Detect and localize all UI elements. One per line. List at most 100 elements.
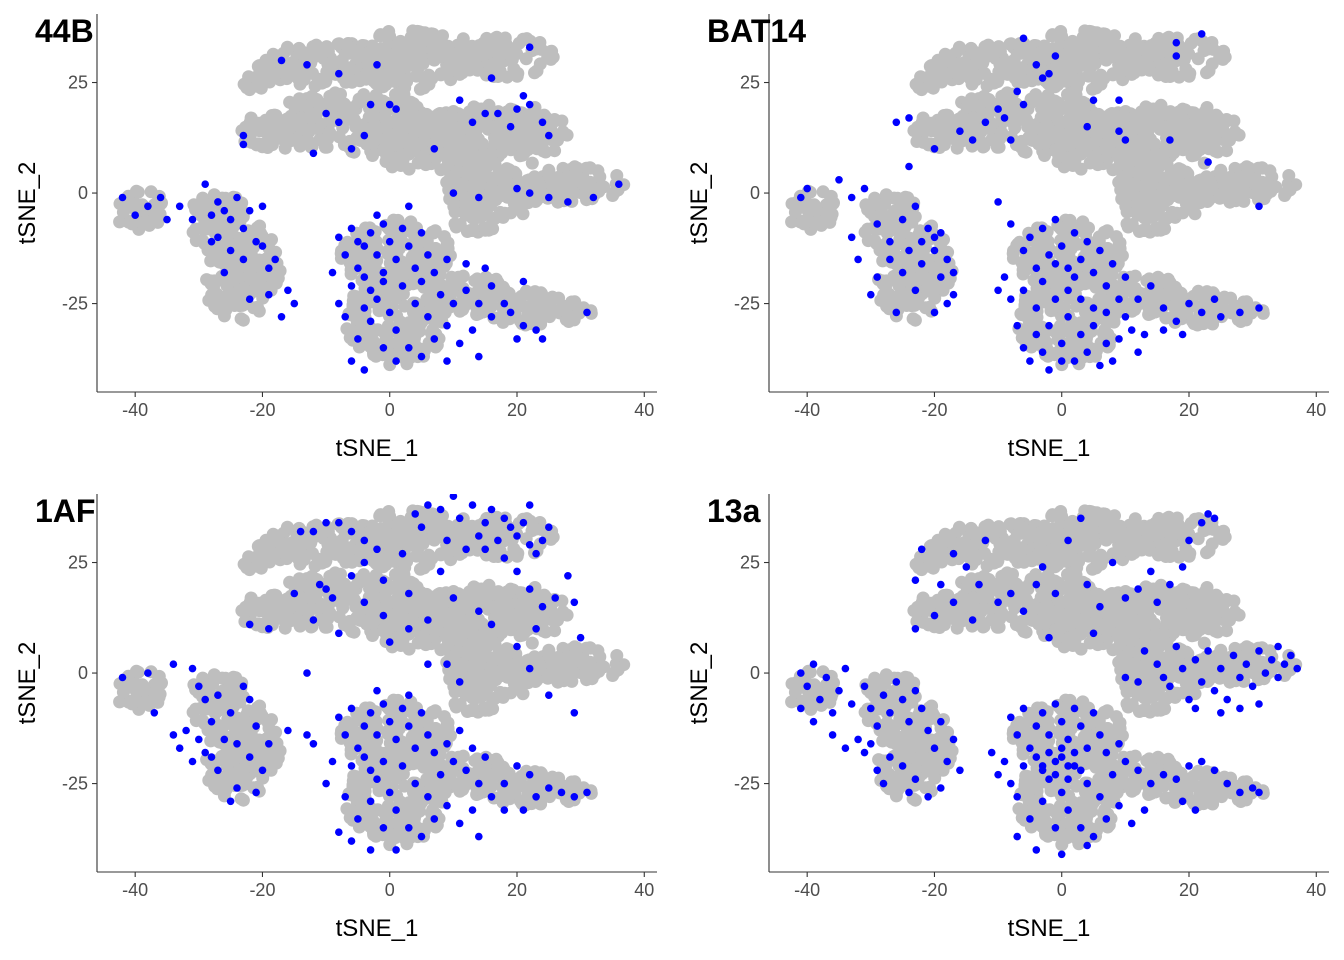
background-point xyxy=(864,198,878,212)
background-point xyxy=(231,209,245,223)
x-tick-label: 40 xyxy=(1306,400,1326,420)
background-point xyxy=(441,242,455,255)
background-point xyxy=(550,131,564,145)
background-point xyxy=(418,506,432,520)
background-point xyxy=(516,32,530,46)
background-point xyxy=(1200,66,1213,80)
background-point xyxy=(277,119,291,133)
data-point xyxy=(392,105,400,113)
data-point xyxy=(341,313,350,321)
data-point xyxy=(867,290,875,299)
background-point xyxy=(1089,72,1103,85)
background-point xyxy=(452,125,466,139)
background-point xyxy=(1127,66,1141,80)
background-point xyxy=(236,313,250,327)
background-point xyxy=(980,49,994,63)
background-point xyxy=(253,539,267,553)
background-point xyxy=(379,112,393,126)
background-point xyxy=(255,261,268,275)
data-point xyxy=(513,335,521,343)
background-point xyxy=(502,106,516,120)
background-point xyxy=(374,551,388,565)
x-axis-label: tSNE_1 xyxy=(1008,435,1091,462)
data-point xyxy=(1236,308,1244,317)
data-point xyxy=(1159,326,1168,334)
data-point xyxy=(322,109,330,118)
background-point xyxy=(460,225,474,238)
background-point xyxy=(1160,211,1174,225)
background-point xyxy=(1062,324,1076,338)
background-point xyxy=(1198,105,1212,119)
data-point xyxy=(354,264,362,273)
data-point xyxy=(519,277,528,286)
background-point xyxy=(1051,280,1064,294)
background-point xyxy=(891,191,905,205)
background-point xyxy=(321,546,335,560)
background-point xyxy=(1054,233,1068,247)
data-point xyxy=(392,357,400,365)
data-point xyxy=(1121,313,1130,321)
data-point xyxy=(487,313,496,321)
background-point xyxy=(413,254,427,268)
background-point xyxy=(489,31,503,45)
data-point xyxy=(1166,136,1174,144)
background-point xyxy=(448,217,462,231)
background-point xyxy=(404,215,418,229)
background-point xyxy=(1034,246,1048,260)
background-point xyxy=(436,108,450,122)
background-point xyxy=(358,72,372,86)
background-point xyxy=(321,66,335,80)
y-axis-label: tSNE_2 xyxy=(686,162,713,245)
data-point xyxy=(905,114,913,122)
background-point xyxy=(1217,290,1231,304)
data-point xyxy=(1185,299,1193,308)
data-point xyxy=(462,260,470,268)
background-point xyxy=(1208,144,1222,158)
data-point xyxy=(239,140,248,149)
background-point xyxy=(1147,158,1161,172)
background-point xyxy=(1076,95,1090,109)
background-point xyxy=(900,299,914,312)
background-point xyxy=(1078,277,1092,291)
background-point xyxy=(1155,199,1169,213)
data-point xyxy=(411,264,420,273)
background-point xyxy=(366,339,379,353)
data-point xyxy=(886,255,894,264)
background-point xyxy=(240,81,254,95)
background-point xyxy=(903,209,917,223)
panel-title: 44B xyxy=(35,13,94,49)
background-point xyxy=(382,133,396,147)
background-point xyxy=(1051,112,1065,126)
data-point xyxy=(1000,114,1009,122)
background-point xyxy=(340,322,354,336)
data-point xyxy=(1217,313,1225,321)
background-point xyxy=(530,299,544,313)
data-point xyxy=(424,251,432,259)
background-point xyxy=(606,189,620,202)
data-point xyxy=(455,339,464,348)
y-axis-label: tSNE_2 xyxy=(14,162,41,245)
data-point xyxy=(1051,215,1060,224)
data-point xyxy=(917,237,926,246)
background-point xyxy=(911,243,925,256)
data-point xyxy=(1019,344,1028,352)
data-point xyxy=(930,308,939,317)
background-point xyxy=(468,60,482,74)
background-point xyxy=(529,522,543,536)
data-point xyxy=(265,264,273,273)
background-point xyxy=(938,47,952,61)
background-point xyxy=(1147,137,1161,151)
background-point xyxy=(924,117,938,131)
background-point xyxy=(395,262,409,276)
background-point xyxy=(116,205,130,219)
data-point xyxy=(911,202,920,211)
data-point xyxy=(1045,321,1053,330)
background-point xyxy=(418,26,432,40)
background-point xyxy=(937,138,951,152)
data-point xyxy=(436,290,445,299)
background-point xyxy=(447,199,461,213)
data-point xyxy=(385,308,394,317)
x-tick-label: -40 xyxy=(794,400,820,420)
background-point xyxy=(1227,114,1241,128)
background-point xyxy=(570,171,584,185)
